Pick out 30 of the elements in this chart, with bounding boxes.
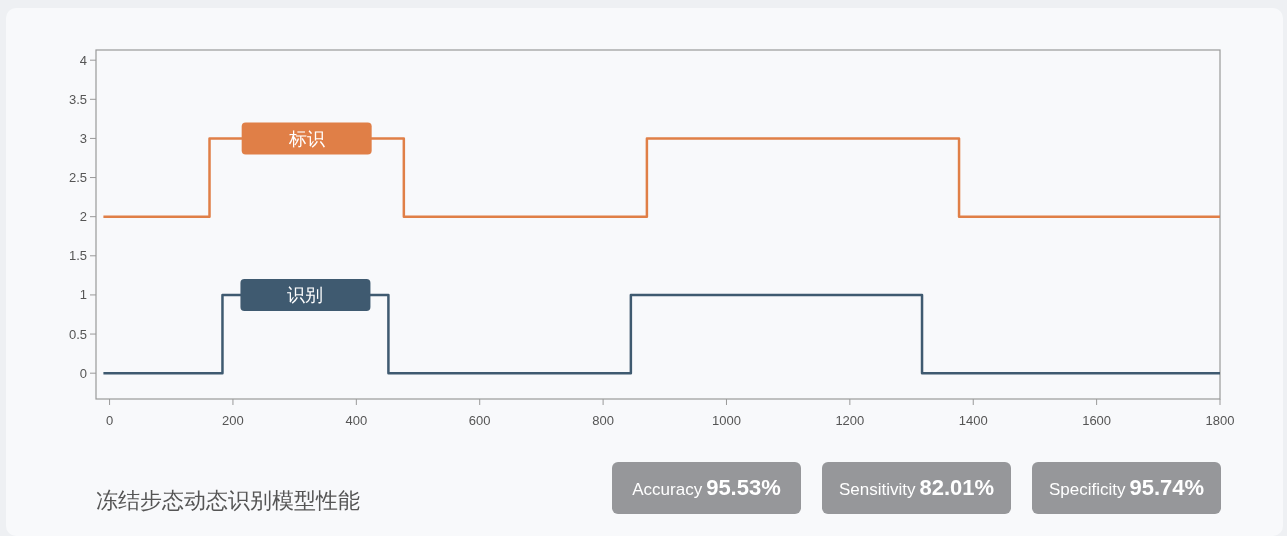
x-tick-label: 1400	[958, 413, 988, 428]
text: 95.74%	[1129, 474, 1205, 500]
x-tick-label: 0	[105, 413, 114, 428]
x-tick-label: 1800	[1205, 413, 1235, 428]
x-tick-label: 1200	[835, 413, 865, 428]
x-tick-label: 600	[468, 413, 491, 428]
x-tick-label: 200	[222, 413, 244, 428]
x-tick-label: 800	[592, 413, 614, 428]
y-tick-label: 2	[79, 209, 87, 225]
x-tick-label: 1600	[1082, 413, 1112, 428]
text: Sensitivity	[838, 479, 916, 499]
name-tag: 标识	[241, 122, 372, 155]
y-tick-label: 0	[79, 365, 87, 381]
text: 82.01%	[919, 474, 995, 500]
y-tick-label: 1	[79, 287, 87, 303]
text: Accuracy	[632, 479, 703, 499]
text: 冻结步态动态识别模型性能	[96, 487, 360, 513]
y-tick-label: 0.5	[68, 326, 87, 342]
x-tick-label: 1000	[712, 413, 741, 428]
y-tick-label: 4	[79, 52, 87, 68]
y-tick-label: 3.5	[68, 91, 87, 107]
series-label: 标识	[287, 128, 325, 149]
text: Specificity	[1048, 479, 1126, 499]
series-label: 识别	[287, 285, 324, 306]
y-tick-label: 3	[79, 130, 87, 146]
text: 95.53%	[706, 474, 781, 500]
y-tick-label: 1.5	[68, 248, 87, 264]
y-tick-label: 2.5	[68, 170, 87, 186]
x-tick-label: 400	[345, 413, 368, 428]
name-tag: 识别	[240, 278, 371, 311]
